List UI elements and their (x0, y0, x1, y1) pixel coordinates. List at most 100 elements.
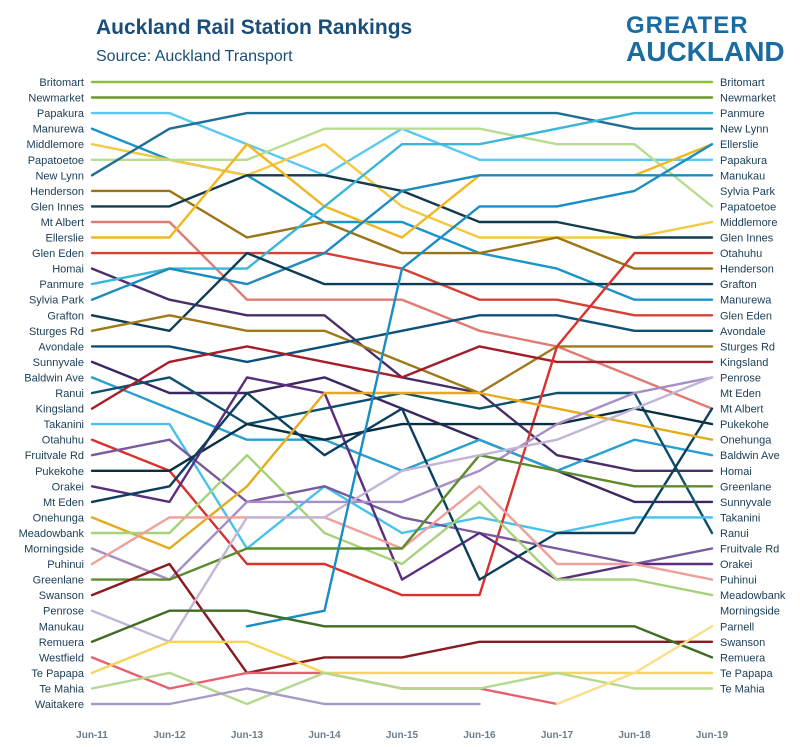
series-line (90, 345, 714, 410)
series-line (90, 656, 559, 706)
right-rank-label: Takanini (720, 512, 760, 524)
left-rank-label: Mt Eden (43, 497, 84, 509)
left-rank-label: Baldwin Ave (24, 372, 84, 384)
left-rank-label: Swanson (39, 590, 84, 602)
right-rank-label: Britomart (720, 77, 765, 89)
series-line (90, 174, 714, 301)
x-tick-label: Jun-17 (541, 730, 574, 741)
right-rank-label: Sylvia Park (720, 186, 776, 198)
series-line (90, 376, 714, 581)
left-rank-label: Glen Innes (31, 201, 85, 213)
right-rank-label: Ellerslie (720, 139, 759, 151)
left-rank-label: Waitakere (35, 699, 84, 711)
right-rank-label: Glen Eden (720, 310, 772, 322)
left-rank-label: Sunnyvale (33, 357, 84, 369)
left-rank-label: New Lynn (35, 170, 84, 182)
series-line (90, 314, 714, 395)
series-line (90, 111, 714, 177)
series-line (90, 671, 714, 706)
x-tick-label: Jun-18 (618, 730, 651, 741)
left-rank-label: Orakei (52, 481, 84, 493)
left-rank-label: Newmarket (28, 93, 84, 105)
series-line (90, 407, 714, 472)
series-line (90, 314, 714, 364)
right-rank-label: Henderson (720, 264, 774, 276)
logo-line-1: GREATER (626, 12, 749, 39)
left-rank-label: Sylvia Park (29, 295, 85, 307)
right-rank-label: Meadowbank (720, 590, 786, 602)
left-rank-label: Otahuhu (42, 435, 84, 447)
series-line (90, 454, 714, 581)
right-rank-label: Grafton (720, 279, 757, 291)
right-rank-label: Papakura (720, 155, 768, 167)
left-rank-label: Ranui (55, 388, 84, 400)
x-tick-label: Jun-16 (463, 730, 496, 741)
series-line (90, 376, 714, 581)
left-rank-label: Manukau (39, 621, 84, 633)
right-rank-label: Te Papapa (720, 668, 773, 680)
left-rank-label: Westfield (39, 652, 84, 664)
left-rank-label: Greenlane (33, 575, 84, 587)
series-line (90, 376, 714, 535)
right-rank-label: Mt Eden (720, 388, 761, 400)
left-rank-label: Middlemore (27, 139, 84, 151)
left-rank-label: Kingsland (36, 404, 84, 416)
right-rank-label: Greenlane (720, 481, 771, 493)
right-rank-label: Otahuhu (720, 248, 762, 260)
right-rank-label: Te Mahia (720, 684, 766, 696)
series-line (90, 127, 714, 208)
left-rank-label: Puhinui (47, 559, 84, 571)
right-rank-label: Middlemore (720, 217, 777, 229)
x-tick-label: Jun-13 (231, 730, 264, 741)
left-rank-label: Onehunga (33, 512, 85, 524)
left-rank-label: Pukekohe (35, 466, 84, 478)
logo-line-2: AUCKLAND (626, 36, 785, 67)
right-rank-label: Kingsland (720, 357, 768, 369)
left-rank-label: Ellerslie (45, 233, 84, 245)
left-rank-label: Te Mahia (39, 684, 85, 696)
left-rank-label: Manurewa (33, 124, 85, 136)
left-rank-label: Takanini (44, 419, 84, 431)
left-rank-label: Papatoetoe (28, 155, 84, 167)
series-line (90, 609, 714, 659)
right-rank-label: Avondale (720, 326, 766, 338)
series-line (90, 189, 714, 270)
right-rank-label: Onehunga (720, 435, 772, 447)
greater-auckland-logo: GREATER AUCKLAND (626, 14, 785, 66)
right-rank-label: Sunnyvale (720, 497, 771, 509)
right-rank-label: Mt Albert (720, 404, 763, 416)
x-tick-label: Jun-15 (386, 730, 419, 741)
series-line (90, 391, 714, 581)
x-tick-label: Jun-11 (76, 730, 108, 741)
right-rank-label: Ranui (720, 528, 749, 540)
left-rank-label: Morningside (24, 544, 84, 556)
left-rank-label: Homai (52, 264, 84, 276)
right-rank-label: Puhinui (720, 575, 757, 587)
right-rank-label: New Lynn (720, 124, 769, 136)
left-rank-label: Glen Eden (32, 248, 84, 260)
series-line (90, 422, 714, 550)
series-line (90, 111, 714, 286)
chart-subtitle: Source: Auckland Transport (96, 48, 293, 65)
right-rank-label: Morningside (720, 606, 780, 618)
chart-title: Auckland Rail Station Rankings (96, 16, 413, 39)
left-rank-label: Papakura (37, 108, 85, 120)
right-rank-label: Penrose (720, 372, 761, 384)
left-rank-label: Fruitvale Rd (25, 450, 84, 462)
series-line (90, 360, 714, 504)
x-tick-label: Jun-19 (696, 730, 729, 741)
right-rank-label: Papatoetoe (720, 201, 776, 213)
series-line (90, 687, 481, 706)
right-rank-label: Remuera (720, 652, 766, 664)
right-rank-label: Baldwin Ave (720, 450, 780, 462)
right-rank-label: Sturges Rd (720, 341, 775, 353)
right-rank-label: Panmure (720, 108, 765, 120)
left-rank-label: Britomart (39, 77, 84, 89)
right-rank-label: Manurewa (720, 295, 772, 307)
x-tick-label: Jun-14 (308, 730, 341, 741)
series-line (90, 251, 714, 597)
left-rank-label: Mt Albert (41, 217, 84, 229)
series-line (90, 640, 714, 675)
series-line (90, 454, 714, 597)
